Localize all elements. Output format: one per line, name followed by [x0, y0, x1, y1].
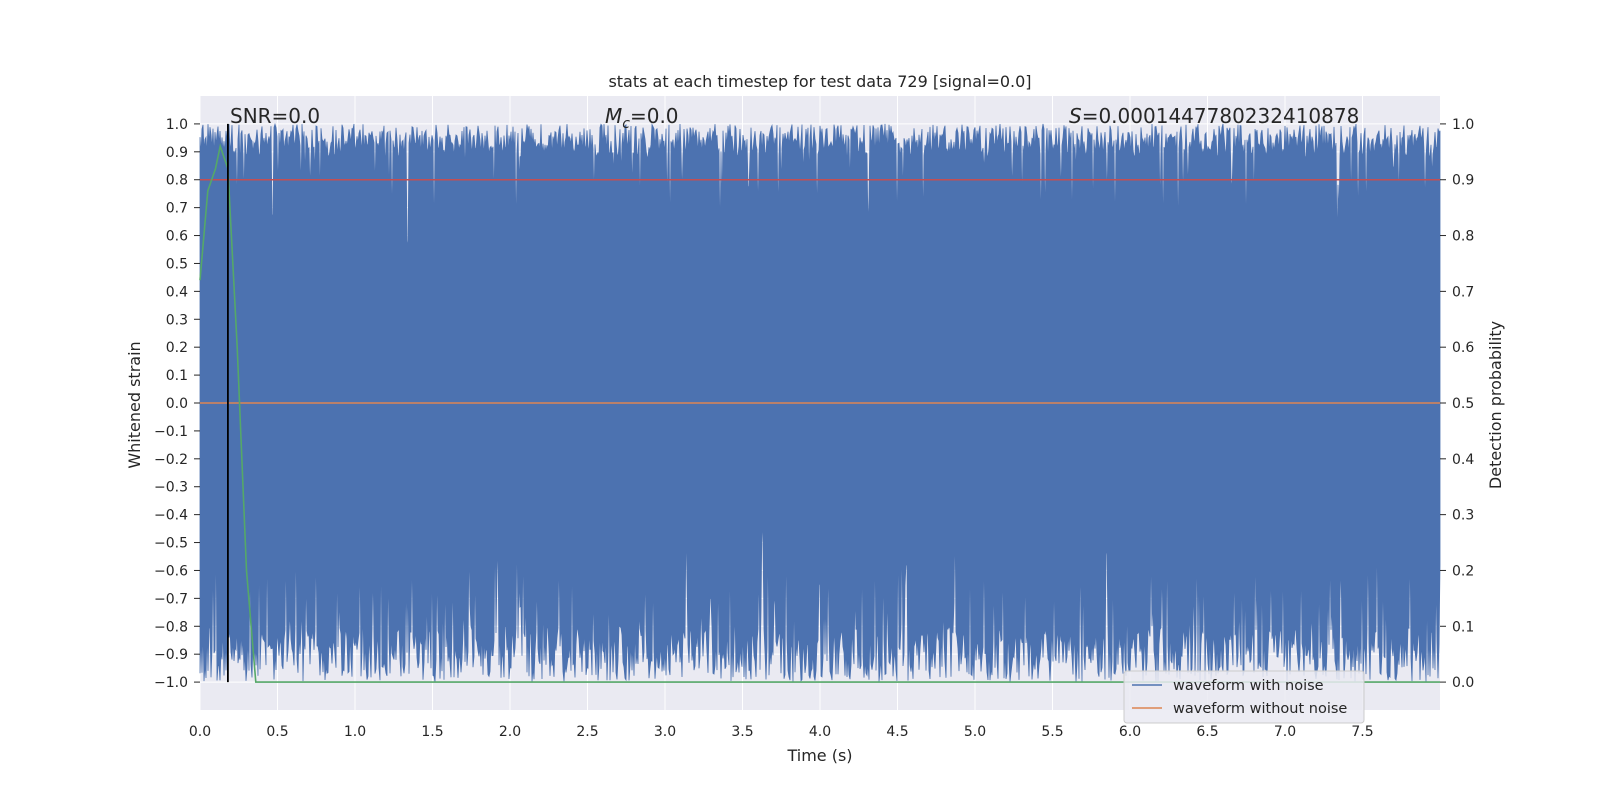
y-tick-label: −0.4 — [154, 508, 188, 524]
x-tick-label: 6.0 — [1119, 724, 1141, 740]
y-tick-label: 0.8 — [166, 173, 188, 189]
x-tick-label: 3.5 — [731, 724, 753, 740]
y2-tick-label: 0.3 — [1452, 508, 1474, 524]
y-tick-label: 0.4 — [166, 284, 188, 300]
y2-tick-label: 0.4 — [1452, 452, 1474, 468]
x-tick-label: 1.5 — [421, 724, 443, 740]
y2-tick-label: 0.1 — [1452, 619, 1474, 635]
s-value: =0.0001447780232410878 — [1082, 104, 1360, 128]
y-tick-label: −0.7 — [154, 591, 188, 607]
y-tick-label: 0.6 — [166, 229, 188, 245]
x-tick-label: 2.0 — [499, 724, 521, 740]
y2-tick-label: 0.0 — [1452, 675, 1474, 691]
y-tick-label: 0.3 — [166, 312, 188, 328]
legend: waveform with noise waveform without noi… — [1123, 670, 1365, 724]
y-tick-label: 0.2 — [166, 340, 188, 356]
y2-tick-label: 0.9 — [1452, 173, 1474, 189]
x-tick-label: 0.5 — [266, 724, 288, 740]
x-tick-label: 0.0 — [189, 724, 211, 740]
y-tick-label: −0.1 — [154, 424, 188, 440]
x-tick-label: 4.5 — [886, 724, 908, 740]
s-symbol: S — [1069, 104, 1082, 128]
x-axis-ticks: 0.0 0.5 1.0 1.5 2.0 2.5 3.0 3.5 4.0 4.5 5.0 5.5 6.0 6… — [189, 724, 1374, 740]
x-tick-label: 4.0 — [809, 724, 831, 740]
legend-label-clean: waveform without noise — [1173, 701, 1347, 717]
mc-value: =0.0 — [630, 104, 679, 128]
x-axis-label: Time (s) — [786, 746, 852, 765]
chart-title: stats at each timestep for test data 729… — [608, 72, 1031, 91]
y2-tick-label: 0.5 — [1452, 396, 1474, 412]
y-tick-label: −0.9 — [154, 647, 188, 663]
y2-tick-label: 0.6 — [1452, 340, 1474, 356]
x-tick-label: 6.5 — [1196, 724, 1218, 740]
y-tick-label: −0.6 — [154, 563, 188, 579]
y-tick-label: 1.0 — [166, 117, 188, 133]
series-lines — [199, 123, 1440, 683]
x-tick-label: 7.5 — [1351, 724, 1373, 740]
y-tick-label: −0.3 — [154, 480, 188, 496]
y2-tick-label: 0.8 — [1452, 229, 1474, 245]
y-tick-label: 0.0 — [166, 396, 188, 412]
s-annotation: S=0.0001447780232410878 — [1069, 104, 1359, 128]
x-tick-label: 5.0 — [964, 724, 986, 740]
y-tick-label: −1.0 — [154, 675, 188, 691]
y-tick-label: −0.8 — [154, 619, 188, 635]
y2-tick-label: 0.7 — [1452, 284, 1474, 300]
y-axis-ticks: 1.0 0.9 0.8 0.7 0.6 0.5 0.4 0.3 0.2 0.1 0.0 −0.1 −0.… — [154, 117, 200, 691]
y2-tick-label: 0.2 — [1452, 563, 1474, 579]
y-tick-label: 0.5 — [166, 256, 188, 272]
y-tick-label: 0.1 — [166, 368, 188, 384]
legend-label-noise: waveform with noise — [1173, 678, 1324, 694]
y2-axis-label: Detection probability — [1486, 321, 1505, 489]
y-tick-label: −0.5 — [154, 536, 188, 552]
y-axis-label: Whitened strain — [125, 341, 144, 468]
x-tick-label: 3.0 — [654, 724, 676, 740]
x-tick-label: 5.5 — [1041, 724, 1063, 740]
x-tick-label: 2.5 — [576, 724, 598, 740]
mc-subscript: c — [622, 116, 630, 132]
y-tick-label: −0.2 — [154, 452, 188, 468]
mc-symbol: M — [605, 104, 622, 128]
y-tick-label: 0.9 — [166, 145, 188, 161]
y2-axis-ticks: 1.0 0.9 0.8 0.7 0.6 0.5 0.4 0.3 0.2 0.1 0.0 — [1440, 117, 1474, 691]
snr-annotation: SNR=0.0 — [230, 104, 320, 128]
x-tick-label: 7.0 — [1274, 724, 1296, 740]
series-detection-probability — [199, 143, 1440, 683]
mc-annotation: Mc=0.0 — [605, 104, 679, 132]
x-tick-label: 1.0 — [344, 724, 366, 740]
y2-tick-label: 1.0 — [1452, 117, 1474, 133]
legend-box — [1123, 670, 1365, 724]
y-tick-label: 0.7 — [166, 201, 188, 217]
